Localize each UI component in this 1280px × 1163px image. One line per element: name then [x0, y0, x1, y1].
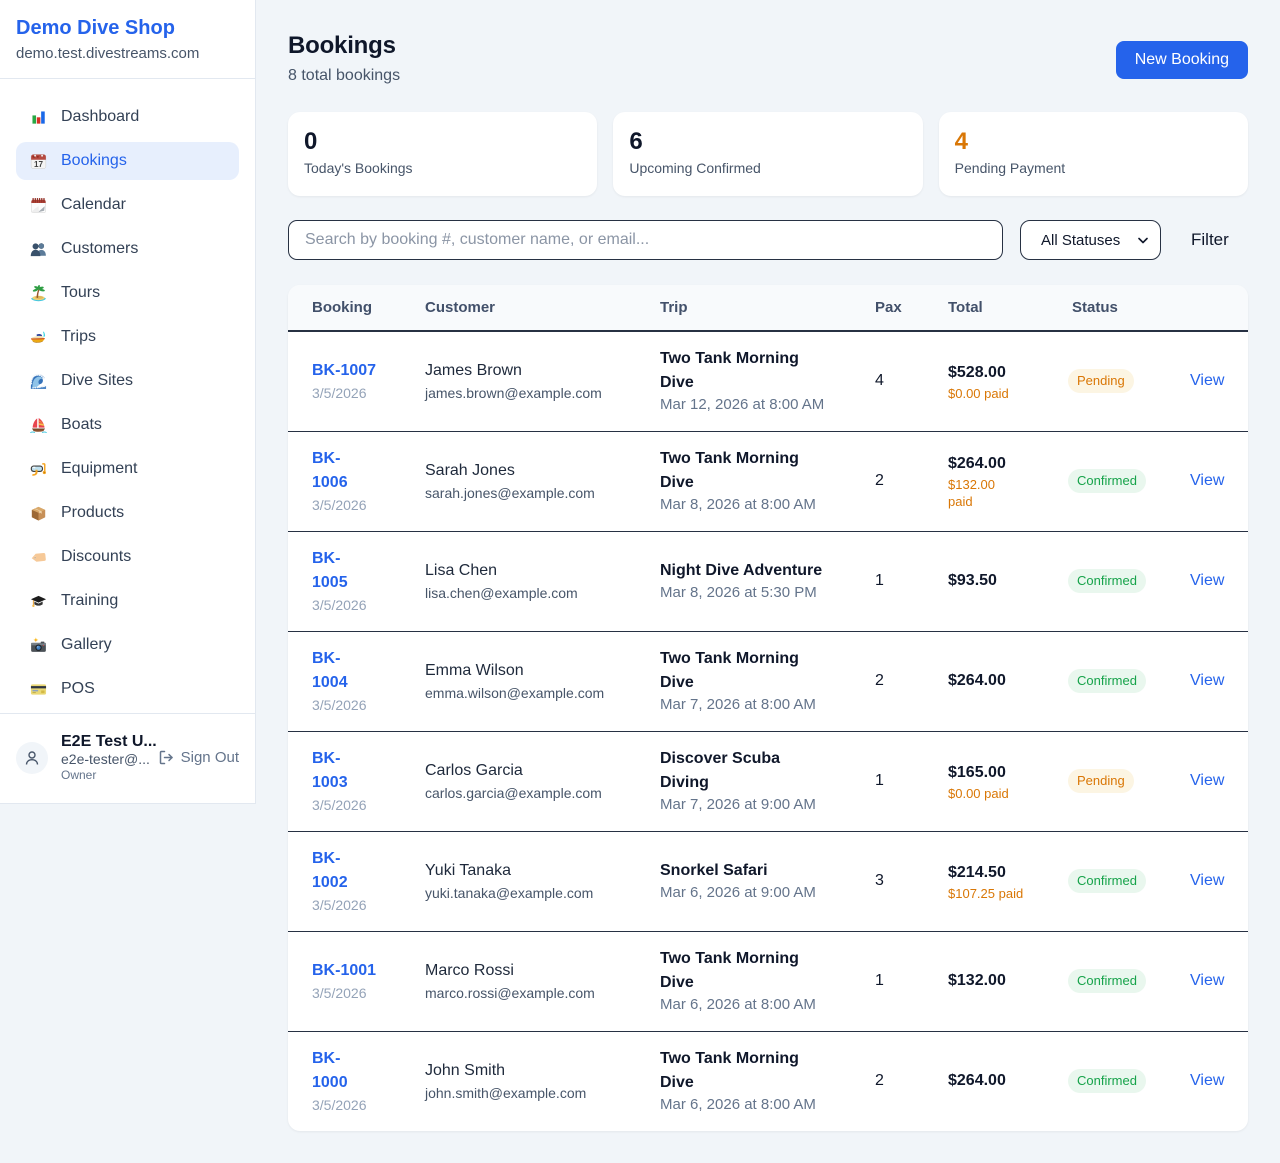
svg-text:17: 17 [34, 160, 44, 169]
